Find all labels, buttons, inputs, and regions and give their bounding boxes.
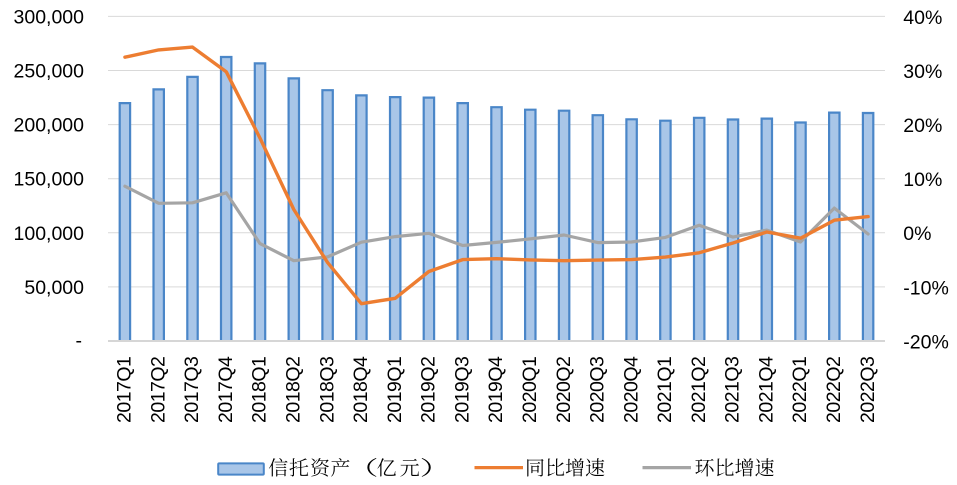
- svg-text:2020Q2: 2020Q2: [553, 357, 575, 423]
- svg-text:2022Q2: 2022Q2: [823, 357, 845, 423]
- svg-text:-20%: -20%: [903, 331, 949, 353]
- svg-text:0%: 0%: [903, 223, 931, 245]
- svg-text:2021Q4: 2021Q4: [756, 356, 778, 423]
- svg-text:2022Q1: 2022Q1: [789, 357, 811, 423]
- svg-text:2018Q1: 2018Q1: [249, 357, 271, 423]
- svg-text:2018Q3: 2018Q3: [316, 357, 338, 423]
- svg-text:20%: 20%: [903, 115, 942, 137]
- svg-text:2022Q3: 2022Q3: [857, 357, 879, 423]
- svg-text:300,000: 300,000: [14, 6, 85, 28]
- svg-text:2021Q2: 2021Q2: [688, 357, 710, 423]
- svg-text:2019Q3: 2019Q3: [451, 357, 473, 423]
- svg-text:2018Q2: 2018Q2: [283, 357, 305, 423]
- svg-text:2017Q4: 2017Q4: [215, 356, 237, 423]
- svg-text:10%: 10%: [903, 169, 942, 191]
- svg-text:2021Q1: 2021Q1: [654, 357, 676, 423]
- svg-text:150,000: 150,000: [14, 169, 85, 191]
- svg-text:2020Q4: 2020Q4: [620, 356, 642, 423]
- svg-text:250,000: 250,000: [14, 61, 85, 83]
- svg-text:2017Q2: 2017Q2: [147, 357, 169, 423]
- svg-text:2019Q2: 2019Q2: [418, 357, 440, 423]
- svg-text:2017Q3: 2017Q3: [181, 357, 203, 423]
- svg-text:2017Q1: 2017Q1: [114, 357, 136, 423]
- svg-text:2021Q3: 2021Q3: [722, 357, 744, 423]
- svg-text:200,000: 200,000: [14, 115, 85, 137]
- svg-text:50,000: 50,000: [24, 277, 84, 299]
- svg-text:30%: 30%: [903, 61, 942, 83]
- svg-text:40%: 40%: [903, 7, 942, 29]
- svg-text:2020Q1: 2020Q1: [519, 357, 541, 423]
- svg-text:2019Q4: 2019Q4: [485, 356, 507, 423]
- svg-text:2019Q1: 2019Q1: [384, 357, 406, 423]
- svg-text:-10%: -10%: [903, 277, 949, 299]
- svg-text:100,000: 100,000: [14, 223, 85, 245]
- svg-text:2020Q3: 2020Q3: [587, 357, 609, 423]
- svg-text:-: -: [76, 330, 83, 352]
- svg-text:2018Q4: 2018Q4: [350, 356, 372, 423]
